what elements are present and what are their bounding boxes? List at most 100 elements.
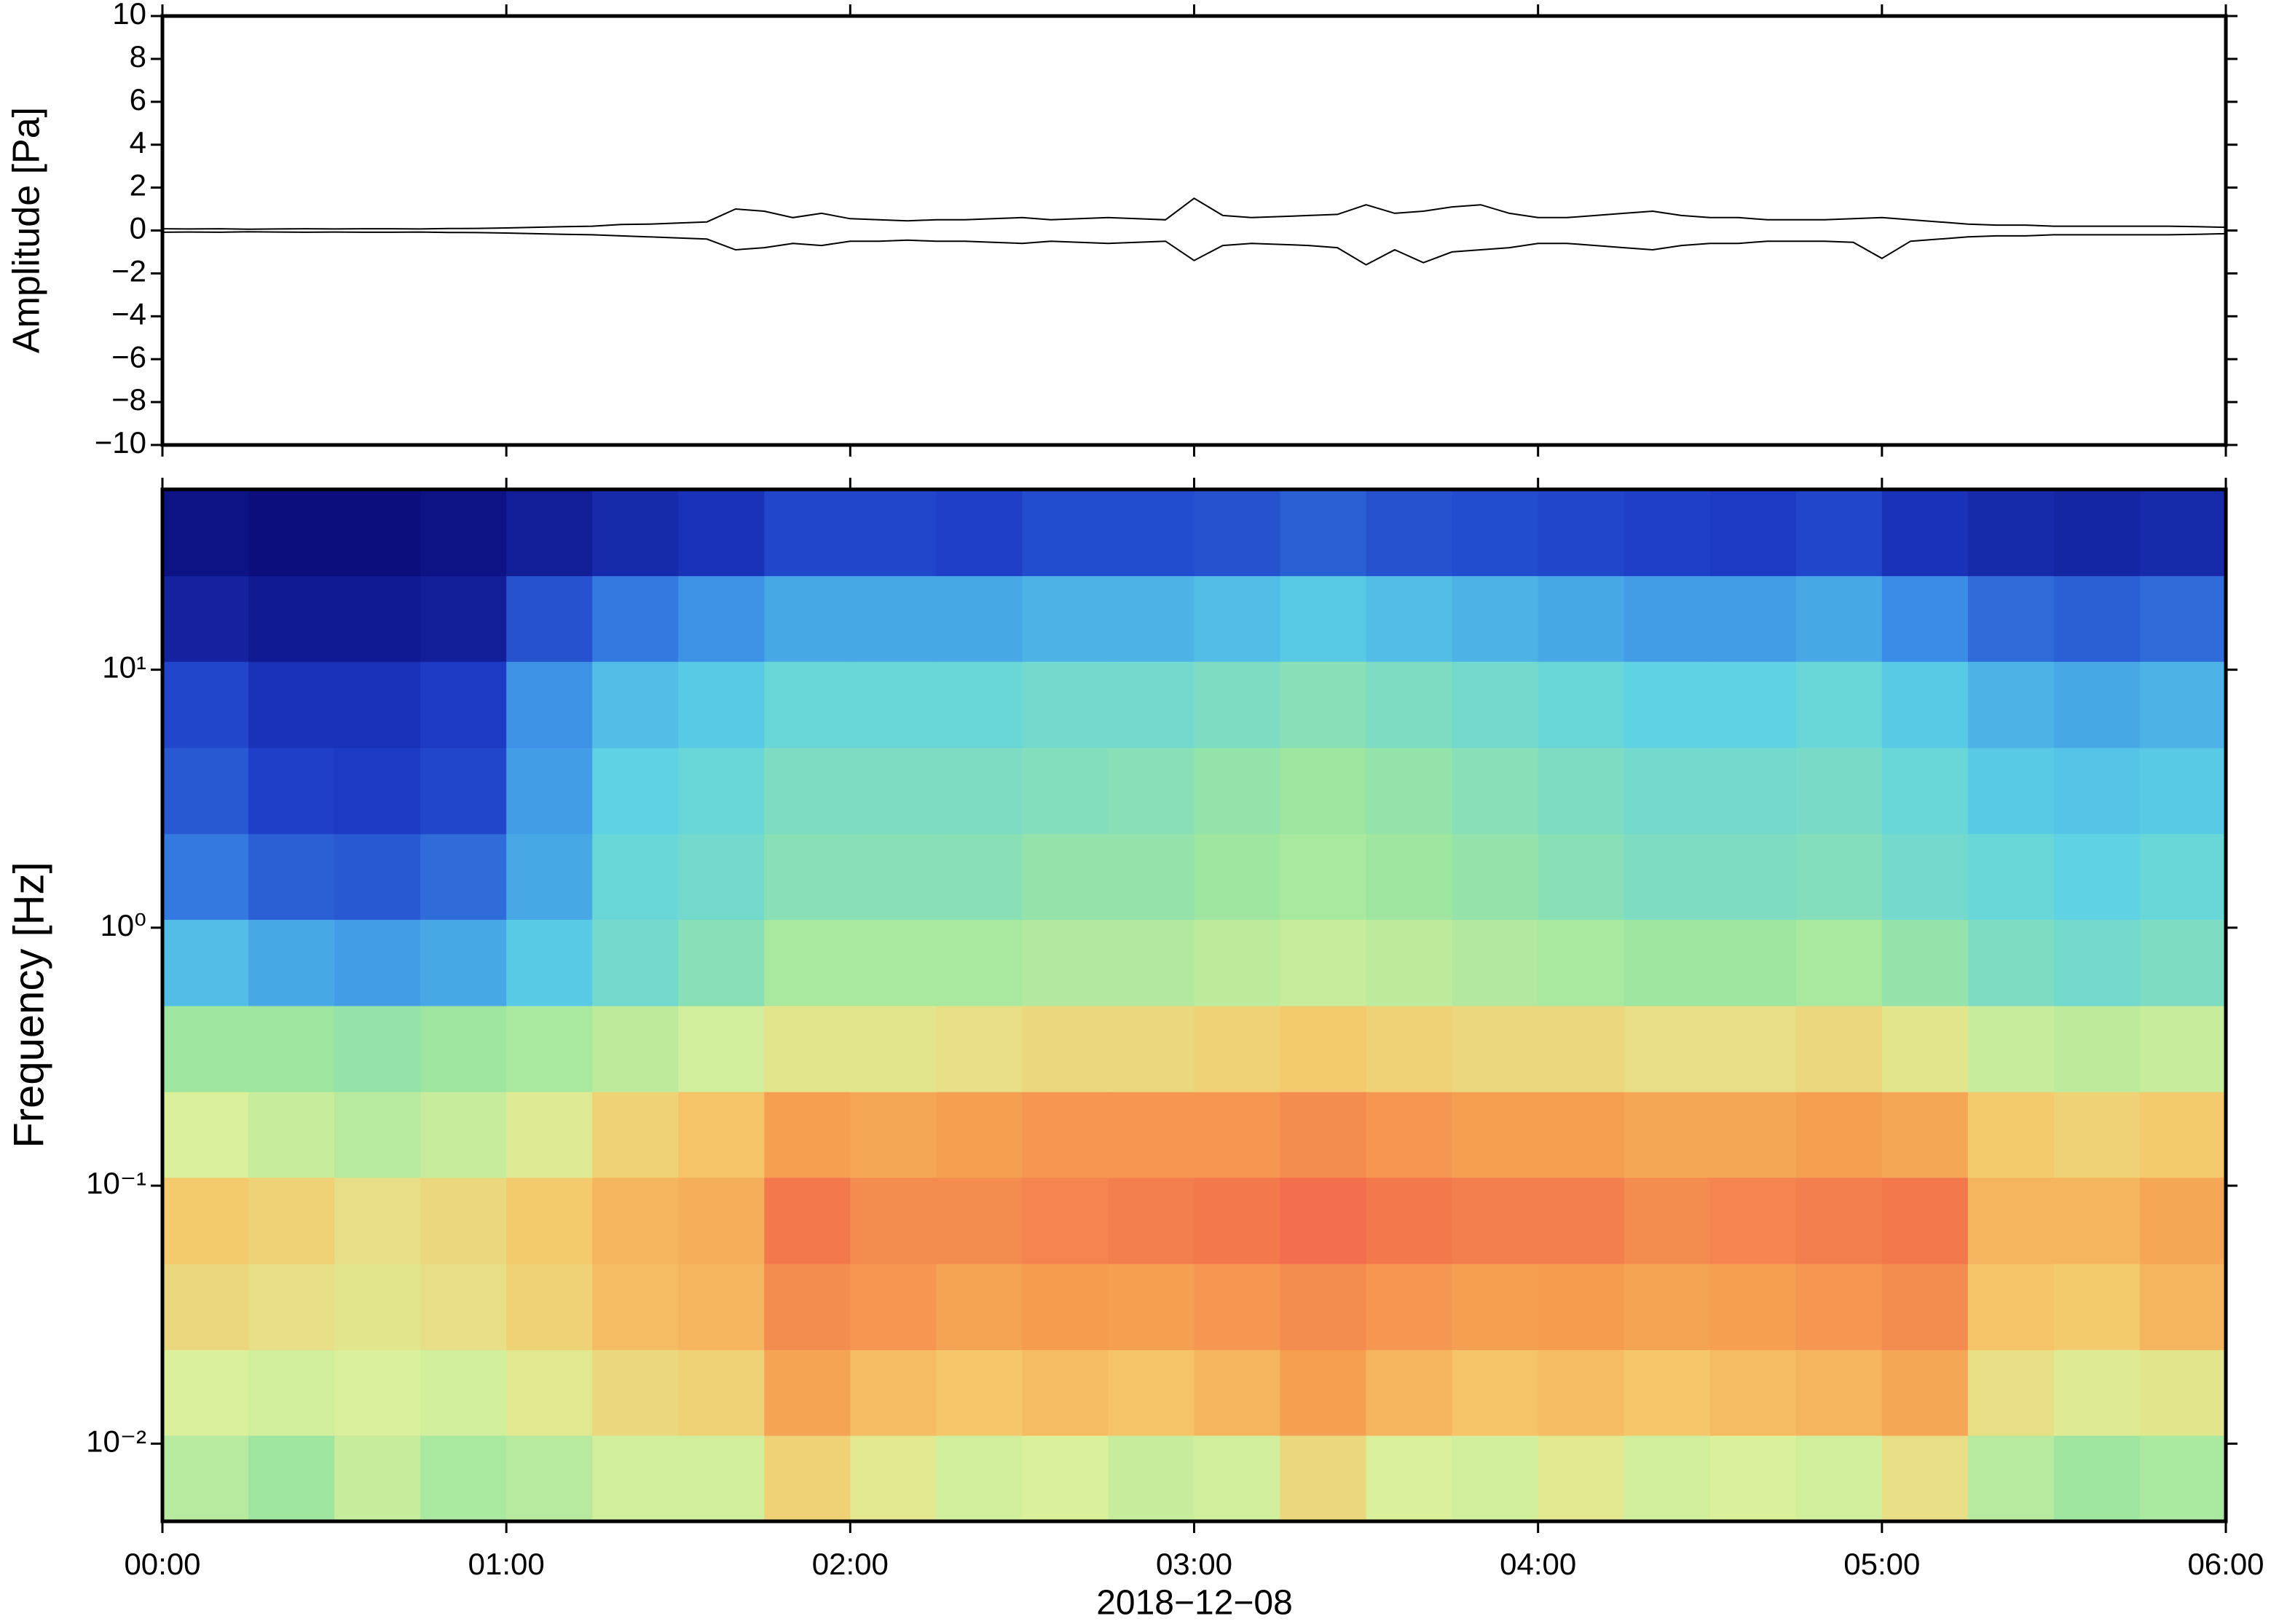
heatmap-cell: [1194, 919, 1281, 1006]
heatmap-cell: [1022, 1349, 1109, 1436]
heatmap-cell: [1194, 489, 1281, 577]
heatmap-cell: [592, 919, 680, 1006]
heatmap-cell: [764, 1091, 851, 1178]
heatmap-cell: [2139, 575, 2227, 662]
heatmap-cell: [764, 1435, 851, 1522]
heatmap-cell: [1709, 1263, 1797, 1350]
heatmap-cell: [248, 489, 336, 577]
heatmap-cell: [1709, 1177, 1797, 1264]
heatmap-cell: [420, 1435, 508, 1522]
heatmap-cell: [850, 575, 937, 662]
heatmap-cell: [1108, 575, 1195, 662]
heatmap-cell: [334, 747, 422, 835]
heatmap-cell: [592, 575, 680, 662]
heatmap-cell: [678, 661, 765, 749]
y-tick-label: −8: [111, 382, 146, 417]
heatmap-cell: [1709, 1349, 1797, 1436]
heatmap-cell: [1709, 919, 1797, 1006]
heatmap-cell: [1795, 919, 1883, 1006]
heatmap-cell: [1881, 1435, 1969, 1522]
x-tick-label: 03:00: [1156, 1547, 1232, 1581]
heatmap-cell: [1709, 1005, 1797, 1092]
heatmap-cell: [1108, 1177, 1195, 1264]
heatmap-cell: [1108, 833, 1195, 921]
heatmap-cell: [1194, 1263, 1281, 1350]
heatmap-cell: [334, 1177, 422, 1264]
heatmap-cell: [678, 1349, 765, 1436]
heatmap-cell: [1795, 661, 1883, 749]
heatmap-cell: [678, 489, 765, 577]
heatmap-cell: [162, 1091, 250, 1178]
y-tick-label: 10⁻¹: [86, 1166, 146, 1200]
heatmap-cell: [1709, 489, 1797, 577]
heatmap-cell: [850, 1263, 937, 1350]
heatmap-cell: [420, 661, 508, 749]
heatmap-cell: [162, 747, 250, 835]
heatmap-cell: [1881, 833, 1969, 921]
heatmap-cell: [1623, 1091, 1711, 1178]
heatmap-cell: [1194, 1435, 1281, 1522]
heatmap-cell: [1452, 575, 1539, 662]
heatmap-cell: [1280, 1005, 1367, 1092]
heatmap-cell: [1709, 833, 1797, 921]
heatmap-cell: [162, 1263, 250, 1350]
heatmap-cell: [420, 747, 508, 835]
heatmap-cell: [1022, 919, 1109, 1006]
heatmap-cell: [1967, 833, 2055, 921]
heatmap-cell: [334, 833, 422, 921]
heatmap-cell: [248, 747, 336, 835]
heatmap-cell: [1538, 661, 1625, 749]
heatmap-cell: [162, 489, 250, 577]
heatmap-cell: [2053, 1349, 2141, 1436]
heatmap-cell: [1967, 1349, 2055, 1436]
x-tick-label: 02:00: [812, 1547, 889, 1581]
heatmap-cell: [162, 1177, 250, 1264]
heatmap-cell: [1022, 747, 1109, 835]
heatmap-cell: [1452, 1177, 1539, 1264]
heatmap-cell: [334, 1435, 422, 1522]
heatmap-cell: [2053, 919, 2141, 1006]
heatmap-cell: [2139, 1005, 2227, 1092]
heatmap-cell: [764, 833, 851, 921]
heatmap-cell: [2053, 661, 2141, 749]
heatmap-cell: [1881, 489, 1969, 577]
heatmap-cell: [850, 489, 937, 577]
heatmap-cell: [506, 661, 594, 749]
heatmap-cell: [1967, 1263, 2055, 1350]
heatmap-cell: [1280, 833, 1367, 921]
heatmap-cell: [764, 1263, 851, 1350]
heatmap-cell: [248, 1263, 336, 1350]
y-tick-label: 10: [112, 0, 146, 31]
y-tick-label: 2: [130, 168, 146, 202]
heatmap-cell: [1967, 575, 2055, 662]
heatmap-cell: [1108, 661, 1195, 749]
heatmap-cell: [1452, 661, 1539, 749]
heatmap-cell: [1795, 833, 1883, 921]
heatmap-cell: [1280, 575, 1367, 662]
heatmap-cell: [764, 747, 851, 835]
x-tick-label: 00:00: [124, 1547, 200, 1581]
heatmap-cell: [1194, 833, 1281, 921]
heatmap-cell: [850, 1091, 937, 1178]
heatmap-cell: [334, 661, 422, 749]
heatmap-cell: [1538, 489, 1625, 577]
heatmap-cell: [1022, 833, 1109, 921]
heatmap-cell: [936, 575, 1023, 662]
heatmap-cell: [1280, 1263, 1367, 1350]
heatmap-cell: [936, 489, 1023, 577]
heatmap-cell: [1366, 661, 1453, 749]
heatmap-cell: [1967, 1005, 2055, 1092]
heatmap-cell: [1623, 1263, 1711, 1350]
heatmap-cell: [1366, 1263, 1453, 1350]
heatmap-cell: [1709, 661, 1797, 749]
heatmap-cell: [936, 1349, 1023, 1436]
heatmap-cell: [1967, 747, 2055, 835]
heatmap-cell: [1967, 661, 2055, 749]
heatmap-cell: [764, 661, 851, 749]
heatmap-cell: [592, 1091, 680, 1178]
heatmap-cell: [1452, 1091, 1539, 1178]
heatmap-cell: [2053, 833, 2141, 921]
heatmap-cell: [420, 1091, 508, 1178]
heatmap-cell: [1795, 1005, 1883, 1092]
